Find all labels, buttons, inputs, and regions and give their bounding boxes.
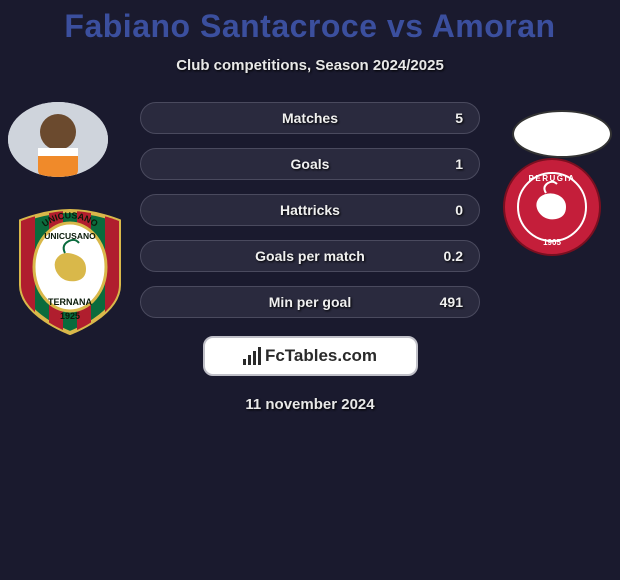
stat-label: Hattricks [187,202,433,218]
stat-row: Goals 1 [140,148,480,180]
comparison-content: UNICUSANO UNICUSANO TERNANA 1925 PERUGIA… [0,102,620,413]
stats-list: Matches 5 Goals 1 Hattricks 0 Goals per … [140,102,480,318]
stat-label: Goals [187,156,433,172]
stat-row: Hattricks 0 [140,194,480,226]
page-title: Fabiano Santacroce vs Amoran [0,0,620,45]
crest-left-top-text-flat: UNICUSANO [44,231,96,241]
stat-label: Matches [187,110,433,126]
brand-text: FcTables.com [265,346,377,366]
brand-badge: FcTables.com [203,336,418,376]
crest-left-bottom-text: TERNANA [48,297,92,307]
stat-right-value: 1 [433,156,463,172]
crest-right-text: PERUGIA [529,174,576,183]
stat-row: Matches 5 [140,102,480,134]
crest-right-year: 1905 [543,238,561,247]
subtitle: Club competitions, Season 2024/2025 [0,57,620,74]
crest-left-year: 1925 [60,311,80,321]
player-right-avatar [512,110,612,158]
brand-bars-icon [243,347,261,365]
stat-label: Goals per match [187,248,433,264]
stat-row: Min per goal 491 [140,286,480,318]
stat-row: Goals per match 0.2 [140,240,480,272]
stat-label: Min per goal [187,294,433,310]
stat-right-value: 0.2 [433,248,463,264]
club-crest-left: UNICUSANO UNICUSANO TERNANA 1925 [15,207,125,337]
stat-right-value: 491 [433,294,463,310]
stat-right-value: 0 [433,202,463,218]
date-text: 11 november 2024 [0,396,620,413]
player-left-avatar [8,102,108,177]
stat-right-value: 5 [433,110,463,126]
club-crest-right: PERUGIA 1905 [502,157,602,257]
